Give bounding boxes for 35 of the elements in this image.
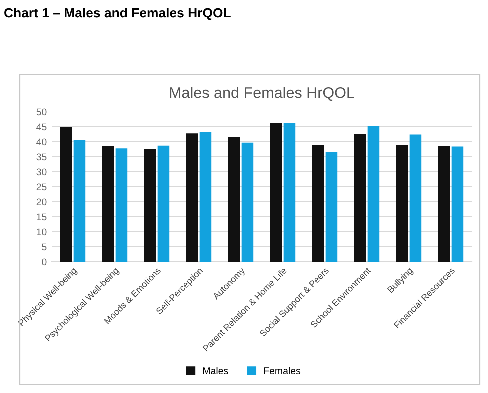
bar: [326, 152, 338, 262]
bar: [228, 138, 240, 262]
y-tick-label: 20: [36, 198, 47, 206]
bar: [200, 132, 212, 262]
y-tick-label: 35: [36, 154, 47, 161]
bar: [368, 126, 380, 262]
bar: [74, 140, 86, 262]
y-tick-label: 5: [42, 244, 47, 251]
y-tick-label: 10: [37, 228, 47, 236]
bar: [354, 134, 366, 262]
y-tick-label: 0: [42, 258, 47, 266]
chart-title: Males and Females HrQOL: [170, 87, 354, 101]
bar: [410, 134, 422, 262]
bar: [102, 146, 114, 262]
bar: [144, 149, 156, 262]
y-tick-label: 50: [36, 108, 47, 116]
bar: [116, 148, 128, 262]
bar: [158, 146, 170, 262]
y-tick-label: 15: [37, 214, 47, 221]
bar: [60, 127, 72, 262]
bar: [312, 145, 324, 262]
legend-label: Females: [264, 367, 301, 374]
y-tick-label: 45: [36, 124, 47, 131]
bar: [270, 123, 282, 262]
bar: [438, 146, 450, 262]
caption: Chart 1 – Males and Females HrQOL: [4, 8, 231, 20]
bar: [242, 142, 254, 262]
bar: [284, 123, 296, 262]
bar: [452, 146, 464, 262]
legend-label: Males: [203, 367, 228, 374]
bar: [186, 134, 198, 262]
y-tick-label: 30: [36, 168, 47, 176]
y-tick-label: 25: [36, 184, 47, 191]
bar: [396, 145, 408, 262]
y-tick-label: 40: [36, 138, 47, 146]
